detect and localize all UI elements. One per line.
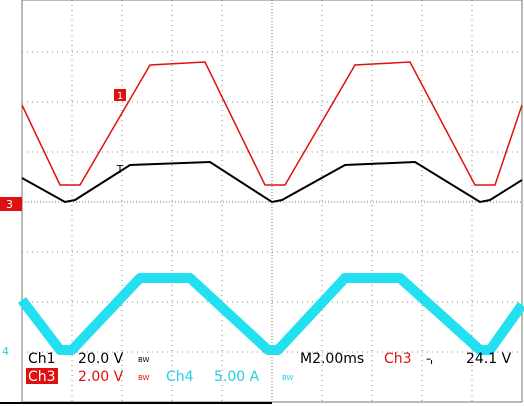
ch1-marker-bg: [114, 89, 126, 101]
ch3-trace: [21, 160, 523, 204]
trigger-source: Ch3: [384, 351, 412, 367]
trigger-level: 24.1 V: [466, 351, 512, 367]
ch4-marker: 4: [2, 345, 9, 358]
ch1-label: Ch1: [28, 351, 56, 367]
ch1-marker: 1: [117, 91, 123, 102]
ch3-marker: 3: [6, 198, 13, 211]
ch3-marker-bg: [0, 197, 22, 211]
ch1-bw: BW: [138, 356, 150, 364]
ch4-label: Ch4: [166, 369, 194, 385]
ch1-scale: 20.0 V: [78, 351, 124, 367]
trigger-marker: T: [116, 163, 124, 176]
timebase: M2.00ms: [300, 351, 364, 367]
ch3-bw: BW: [138, 374, 150, 382]
ch4-scale: 5.00 A: [214, 369, 260, 385]
ch4-trace: [18, 273, 524, 355]
ch3-label-bg: [26, 368, 58, 384]
trigger-slope: ⌍: [426, 351, 437, 367]
ch3-label: Ch3: [28, 369, 56, 385]
ch4-bw: BW: [282, 374, 294, 382]
ch3-scale: 2.00 V: [78, 369, 124, 385]
ch1-trace: [21, 61, 523, 186]
